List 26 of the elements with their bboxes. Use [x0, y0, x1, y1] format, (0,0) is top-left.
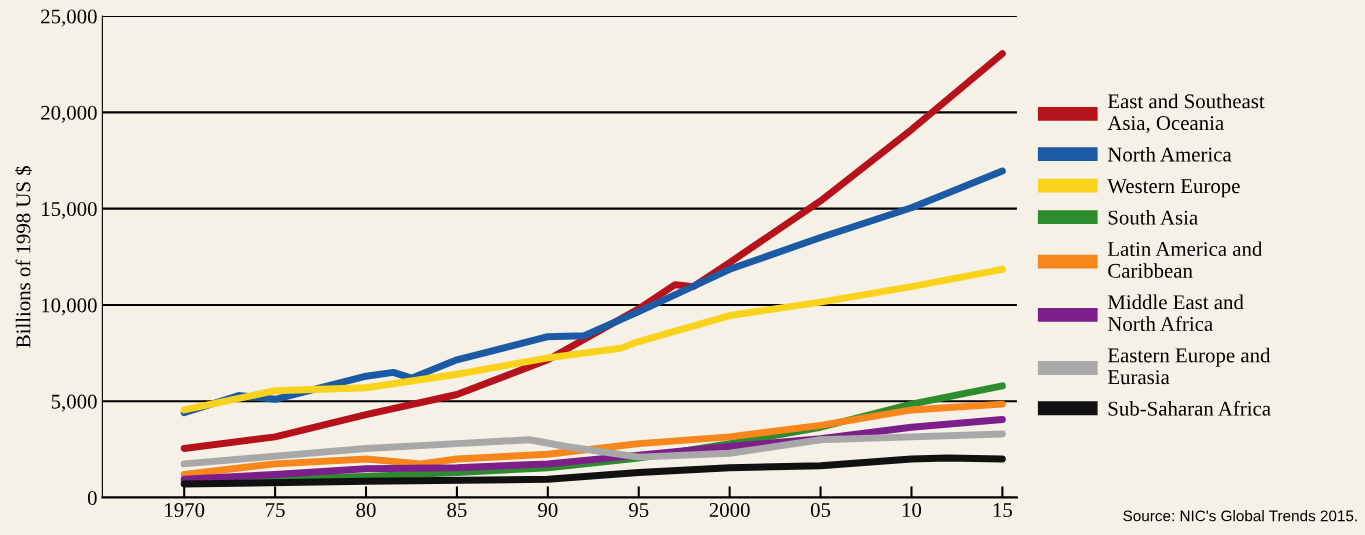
y-tick-label: 15,000	[42, 202, 97, 220]
x-tick-label: 90	[538, 503, 558, 518]
x-tick-label: 85	[447, 503, 467, 518]
legend-label: Sub-Saharan Africa	[1108, 400, 1271, 416]
x-tick-label: 10	[902, 503, 922, 518]
x-tick-label: 2000	[709, 503, 750, 518]
y-tick-label: 25,000	[41, 9, 97, 27]
y-tick-label: 0	[87, 490, 97, 505]
x-tick-label: 80	[356, 503, 376, 518]
legend-label: Middle East and North Africa	[1107, 294, 1244, 332]
x-tick-label: 75	[266, 503, 285, 518]
x-tick-label: 1970	[165, 503, 205, 518]
y-tick-label: 20,000	[41, 105, 97, 123]
legend-label: Western Europe	[1107, 179, 1240, 198]
legend-label: Latin America and Caribbean	[1107, 241, 1263, 278]
legend-label: North America	[1107, 146, 1232, 162]
x-tick-label: 15	[993, 503, 1012, 518]
y-tick-label: 5,000	[51, 394, 97, 412]
y-axis-title: Billions of 1998 US $	[15, 165, 32, 348]
x-tick-label: 95	[629, 503, 649, 518]
source-note: Source: NIC's Global Trends 2015.	[1123, 510, 1357, 522]
legend-label: South Asia	[1108, 210, 1198, 225]
legend-label: Eastern Europe and Eurasia	[1107, 347, 1271, 385]
legend-label: East and Southeast Asia, Oceania	[1107, 93, 1265, 134]
y-tick-label: 10,000	[42, 298, 97, 316]
x-tick-label: 05	[810, 503, 831, 518]
